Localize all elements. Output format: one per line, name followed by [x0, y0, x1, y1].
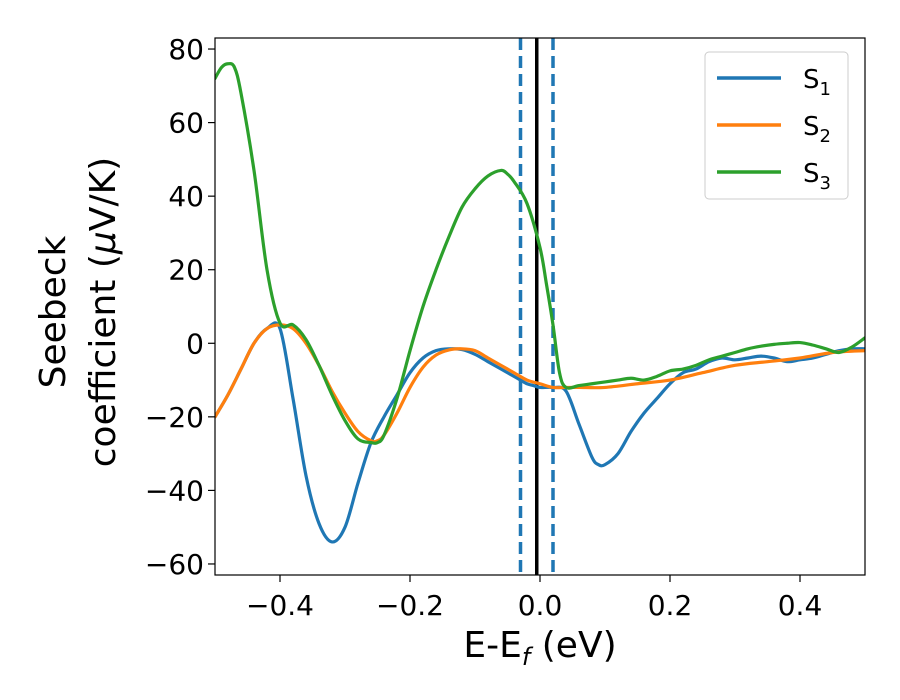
legend-label-s2: S2: [803, 112, 831, 147]
y-tick-label: −60: [145, 548, 204, 581]
y-tick-label: −40: [145, 474, 204, 507]
y-tick-label: −20: [145, 401, 204, 434]
y-axis: −60 −40 −20 0 20 40 60 80: [145, 33, 215, 581]
y-tick-label: 0: [186, 327, 204, 360]
legend: S1 S2 S3: [704, 51, 849, 200]
series-group: [215, 62, 865, 544]
y-axis-title-line2: coefficient (μV/K): [83, 157, 124, 467]
x-axis: −0.4 −0.2 0.0 0.2 0.4: [246, 575, 822, 622]
legend-label-s3: S3: [803, 159, 831, 194]
y-tick-label: 40: [168, 180, 204, 213]
x-axis-title: E-Ef (eV): [463, 625, 616, 671]
series-line-s2: [215, 323, 865, 444]
y-tick-label: 80: [168, 33, 204, 66]
x-tick-label: 0.0: [518, 589, 563, 622]
x-tick-label: −0.4: [246, 589, 314, 622]
y-tick-label: 20: [168, 254, 204, 287]
x-axis-title-unit: (eV): [530, 625, 616, 666]
x-tick-label: −0.2: [376, 589, 444, 622]
x-tick-label: 0.4: [778, 589, 823, 622]
legend-label-s1: S1: [803, 65, 831, 100]
y-axis-title: Seebeck coefficient (μV/K): [33, 157, 124, 467]
series-line-s1: [215, 321, 865, 544]
series-line-s3: [215, 62, 865, 445]
y-axis-title-line1: Seebeck: [33, 235, 74, 388]
reference-lines: [518, 38, 555, 575]
y-tick-label: 60: [168, 107, 204, 140]
x-tick-label: 0.2: [648, 589, 693, 622]
